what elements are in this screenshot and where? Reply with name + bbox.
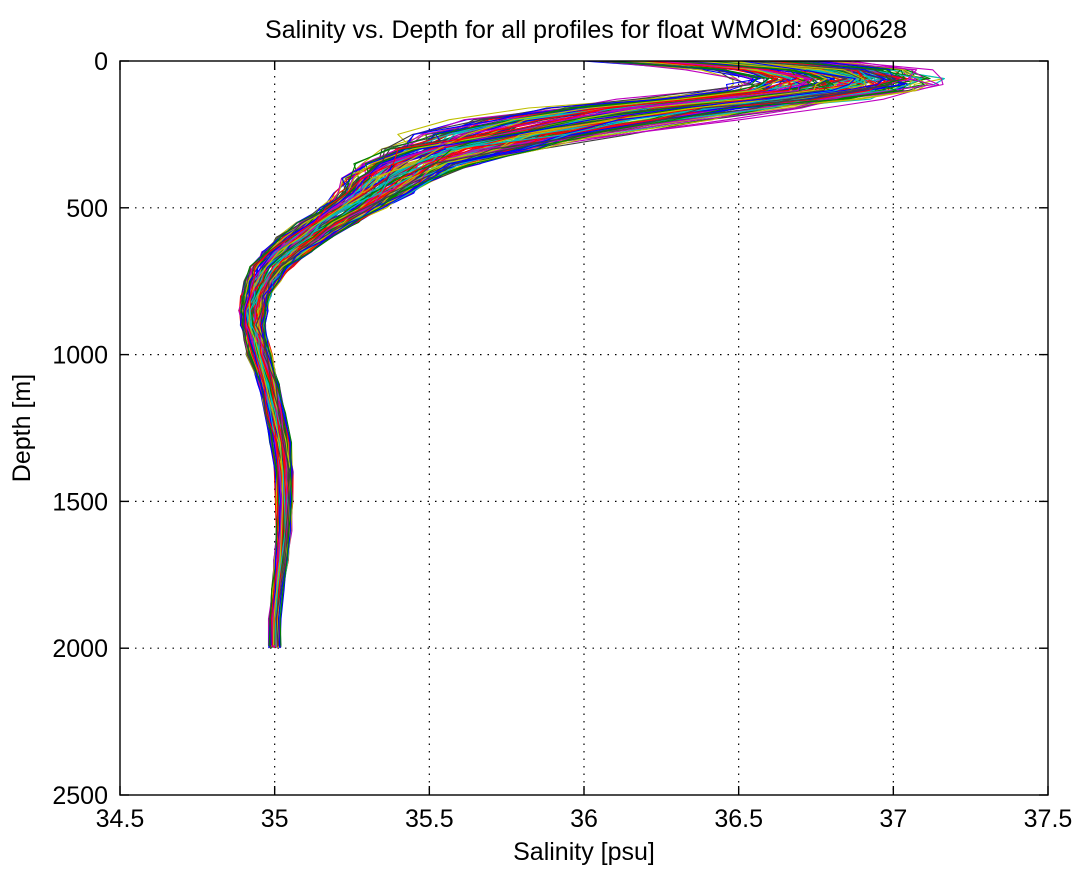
profile-line — [251, 60, 846, 647]
profile-line — [255, 60, 892, 647]
chart-title: Salinity vs. Depth for all profiles for … — [265, 16, 907, 44]
grid-lines — [120, 61, 1048, 795]
profile-line — [255, 60, 897, 647]
profile-line — [259, 60, 900, 646]
profile-line — [256, 60, 866, 647]
profile-line — [262, 60, 876, 646]
profile-line — [253, 60, 895, 645]
profile-line — [261, 60, 883, 647]
profile-line — [259, 60, 906, 646]
profile-line — [253, 60, 855, 645]
profile-line — [258, 60, 867, 646]
y-tick-label: 2500 — [52, 782, 108, 810]
profile-line — [250, 60, 873, 647]
profile-line — [260, 60, 903, 646]
profile-line — [257, 60, 907, 648]
profile-line — [260, 60, 893, 646]
profile-line — [249, 60, 871, 647]
profile-line — [260, 60, 945, 646]
profile-line — [258, 60, 881, 647]
profile-line — [258, 60, 912, 646]
x-tick-label: 35 — [261, 805, 289, 833]
profile-line — [254, 60, 905, 648]
profile-line — [259, 60, 925, 645]
profile-line — [255, 60, 905, 646]
profile-line — [259, 60, 868, 646]
profile-line — [250, 60, 848, 647]
profile-line — [251, 60, 885, 646]
profile-line — [264, 60, 906, 646]
profile-line — [247, 60, 863, 646]
profile-line — [247, 60, 862, 647]
profiles-group — [238, 60, 945, 649]
y-tick-label: 1000 — [52, 342, 108, 370]
profile-line — [261, 60, 900, 647]
x-tick-label: 36 — [570, 805, 598, 833]
x-axis-label: Salinity [psu] — [513, 838, 655, 866]
profile-line — [258, 60, 892, 646]
profile-line — [250, 60, 853, 648]
profile-line — [255, 60, 909, 647]
profile-line — [253, 60, 904, 646]
profile-line — [239, 60, 761, 649]
profile-line — [261, 60, 903, 645]
axis-ticks: 34.5 35 35.5 36 36.5 37 37.5 0 500 1000 1500 2000 25… — [52, 48, 1072, 833]
profile-line — [252, 60, 874, 647]
profile-line — [259, 60, 945, 647]
y-axis-label: Depth [m] — [8, 374, 36, 482]
profile-line — [252, 60, 898, 646]
profile-line — [258, 60, 861, 646]
profile-line — [254, 60, 851, 647]
profile-line — [253, 60, 867, 647]
profile-line — [257, 60, 925, 647]
profile-line — [260, 60, 888, 648]
x-tick-label: 36.5 — [714, 805, 763, 833]
profile-line — [262, 60, 889, 646]
profile-line — [261, 60, 886, 648]
y-tick-label: 2000 — [52, 635, 108, 663]
profile-line — [249, 60, 883, 647]
profile-line — [259, 60, 897, 646]
x-tick-label: 37 — [879, 805, 907, 833]
profile-line — [248, 60, 783, 646]
profile-line — [251, 60, 869, 649]
profile-line — [260, 60, 893, 646]
profile-line — [255, 60, 875, 645]
profile-line — [243, 60, 856, 646]
profile-line — [249, 60, 848, 646]
profile-line — [258, 60, 934, 646]
profile-line — [253, 60, 851, 646]
profile-line — [254, 60, 920, 648]
profile-line — [249, 60, 865, 647]
profile-line — [262, 60, 923, 645]
profile-line — [250, 60, 854, 647]
y-tick-label: 0 — [94, 48, 108, 76]
profile-line — [252, 60, 907, 648]
x-tick-label: 34.5 — [96, 805, 145, 833]
profile-line — [250, 60, 844, 648]
profile-line — [251, 60, 845, 646]
profile-line — [251, 60, 868, 647]
profile-line — [258, 60, 862, 646]
profile-line — [261, 60, 875, 647]
profile-line — [261, 60, 929, 648]
profile-line — [262, 60, 928, 646]
profile-line — [261, 60, 904, 648]
profile-line — [248, 60, 859, 648]
profile-line — [249, 60, 859, 647]
y-tick-label: 500 — [66, 195, 108, 223]
profile-line — [251, 60, 848, 647]
profile-line — [258, 60, 905, 648]
profile-line — [244, 60, 793, 646]
x-tick-label: 37.5 — [1024, 805, 1073, 833]
profile-line — [262, 60, 896, 646]
profile-line — [260, 60, 885, 648]
profile-line — [260, 60, 931, 647]
y-tick-label: 1500 — [52, 488, 108, 516]
profile-line — [263, 60, 897, 648]
profile-line — [263, 60, 944, 646]
profile-line — [260, 60, 886, 648]
x-tick-label: 35.5 — [405, 805, 454, 833]
